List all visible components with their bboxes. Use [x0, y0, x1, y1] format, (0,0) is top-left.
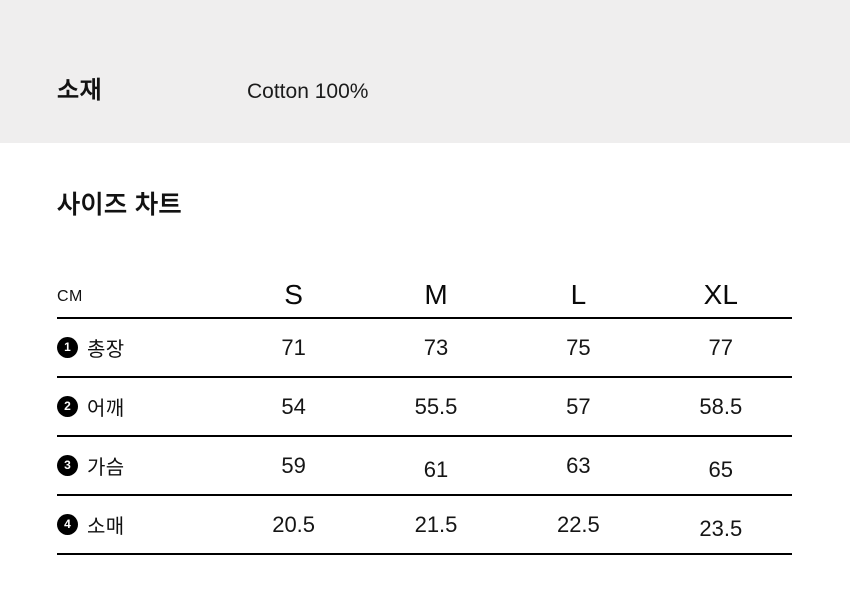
table-row: 4 소매 20.5 21.5 22.5 23.5 — [57, 495, 792, 559]
row-name: 어깨 — [87, 398, 125, 420]
size-chart-table: CM S M L XL 1 총장 71 73 75 77 2 어깨 — [57, 262, 792, 559]
cell-l: 57 — [507, 377, 650, 437]
row-label-cell: 4 소매 — [57, 495, 223, 555]
row-name: 총장 — [87, 339, 125, 361]
size-header-s: S — [222, 262, 365, 319]
cell-xl: 23.5 — [649, 499, 792, 559]
row-number-badge: 2 — [57, 396, 78, 417]
cell-m: 21.5 — [364, 495, 508, 555]
cell-s: 59 — [222, 436, 365, 496]
material-banner: 소재 Cotton 100% — [0, 0, 850, 143]
row-name: 가슴 — [87, 457, 125, 479]
cell-xl: 58.5 — [649, 377, 792, 437]
table-row: 3 가슴 59 61 63 65 — [57, 436, 792, 500]
unit-header: CM — [57, 262, 223, 319]
cell-xl: 65 — [649, 440, 792, 500]
row-label-cell: 3 가슴 — [57, 436, 223, 496]
size-chart-body: 1 총장 71 73 75 77 2 어깨 54 55.5 57 58.5 — [57, 318, 792, 559]
cell-m: 61 — [364, 440, 508, 500]
size-header-l: L — [507, 262, 650, 319]
row-number-badge: 3 — [57, 455, 78, 476]
size-header-xl: XL — [649, 262, 792, 319]
size-chart-header: CM S M L XL — [57, 262, 792, 319]
cell-s: 54 — [222, 377, 365, 437]
cell-m: 55.5 — [364, 377, 508, 437]
cell-l: 22.5 — [507, 495, 650, 555]
material-row: 소재 Cotton 100% — [57, 70, 368, 105]
table-row: 1 총장 71 73 75 77 — [57, 318, 792, 378]
cell-m: 73 — [364, 318, 508, 378]
cell-xl: 77 — [649, 318, 792, 378]
material-label: 소재 — [57, 77, 103, 104]
cell-l: 63 — [507, 436, 650, 496]
row-number-badge: 1 — [57, 337, 78, 358]
row-label-cell: 2 어깨 — [57, 377, 223, 437]
material-value: Cotton 100% — [247, 80, 369, 103]
row-label-cell: 1 총장 — [57, 318, 223, 378]
size-header-m: M — [364, 262, 508, 319]
row-number-badge: 4 — [57, 514, 78, 535]
table-row: 2 어깨 54 55.5 57 58.5 — [57, 377, 792, 437]
cell-s: 20.5 — [222, 495, 365, 555]
cell-s: 71 — [222, 318, 365, 378]
table-header-row: CM S M L XL — [57, 262, 792, 319]
row-name: 소매 — [87, 516, 125, 538]
size-chart-title: 사이즈 차트 — [57, 191, 182, 219]
cell-l: 75 — [507, 318, 650, 378]
